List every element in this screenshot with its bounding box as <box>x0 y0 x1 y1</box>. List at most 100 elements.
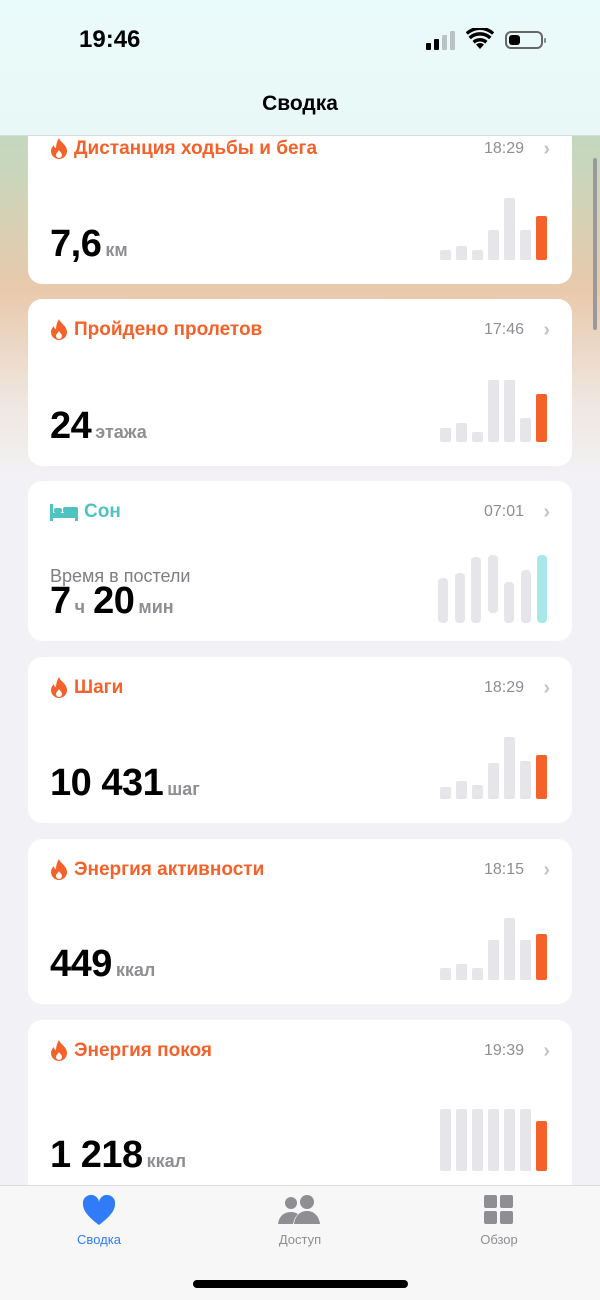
flame-icon <box>51 319 67 340</box>
mini-bar <box>456 245 467 260</box>
card-title: Дистанция ходьбы и бега <box>50 138 317 160</box>
mini-bar <box>536 1120 547 1171</box>
mini-bar-chart <box>440 1107 550 1171</box>
mini-bar <box>488 380 499 442</box>
mini-bar <box>456 781 467 799</box>
tab-label: Доступ <box>278 1232 322 1247</box>
summary-card[interactable]: Дистанция ходьбы и бега 18:29 › 7,6 км <box>28 118 572 284</box>
card-title: Сон <box>50 501 121 523</box>
flame-icon <box>51 859 67 880</box>
scrollbar[interactable] <box>593 158 597 330</box>
card-value: 7 ч 20 мин <box>50 580 174 622</box>
card-time: 07:01 <box>483 503 524 520</box>
mini-bar-chart <box>440 916 550 980</box>
mini-bar-chart <box>440 196 550 260</box>
chevron-right-icon[interactable]: › <box>543 138 550 160</box>
card-time: 17:46 <box>483 321 524 338</box>
mini-bar-chart <box>438 555 548 623</box>
mini-bar <box>456 963 467 980</box>
mini-bar <box>440 787 451 799</box>
mini-bar <box>472 1109 483 1171</box>
mini-bar <box>454 572 465 623</box>
mini-bar <box>504 582 514 623</box>
mini-bar <box>536 754 547 799</box>
chevron-right-icon[interactable]: › <box>543 319 550 341</box>
chevron-right-icon[interactable]: › <box>543 1040 550 1062</box>
mini-bar <box>438 578 448 623</box>
mini-bar <box>487 555 498 614</box>
mini-bar <box>472 968 483 980</box>
flame-icon <box>51 1040 67 1061</box>
grid-icon <box>484 1195 513 1224</box>
mini-bar-chart <box>440 378 550 442</box>
mini-bar <box>536 215 547 260</box>
summary-card[interactable]: Энергия активности 18:15 › 449 ккал <box>28 839 572 1004</box>
card-value: 7,6 км <box>50 223 128 265</box>
mini-bar <box>520 1109 531 1171</box>
tab-label: Обзор <box>480 1232 518 1247</box>
mini-bar <box>520 417 531 442</box>
card-time: 18:29 <box>483 679 524 696</box>
card-title: Шаги <box>50 677 123 699</box>
mini-bar <box>537 555 547 623</box>
mini-bar <box>488 230 499 260</box>
mini-bar <box>520 570 531 623</box>
mini-bar <box>520 939 531 980</box>
card-time: 18:15 <box>483 861 524 878</box>
mini-bar-chart <box>440 735 550 799</box>
summary-card[interactable]: Пройдено пролетов 17:46 › 24 этажа <box>28 299 572 466</box>
status-time: 19:46 <box>79 26 141 53</box>
home-indicator <box>193 1280 408 1288</box>
mini-bar <box>504 198 515 260</box>
mini-bar <box>536 394 547 442</box>
card-value: 449 ккал <box>50 943 156 985</box>
card-title: Энергия активности <box>50 859 264 881</box>
mini-bar <box>536 934 547 980</box>
card-value: 24 этажа <box>50 405 147 447</box>
card-title: Пройдено пролетов <box>50 319 262 341</box>
mini-bar <box>488 1109 499 1171</box>
chevron-right-icon[interactable]: › <box>543 859 550 881</box>
summary-card[interactable]: Шаги 18:29 › 10 431 шаг <box>28 657 572 823</box>
mini-bar <box>504 918 515 980</box>
card-value: 1 218 ккал <box>50 1134 187 1176</box>
mini-bar <box>472 432 483 442</box>
summary-card[interactable]: Сон 07:01 › Время в постели 7 ч 20 мин <box>28 481 572 641</box>
tab-summary[interactable]: Сводка <box>39 1194 159 1247</box>
battery-icon <box>505 31 546 49</box>
tab-label: Сводка <box>77 1232 121 1247</box>
mini-bar <box>504 380 515 442</box>
mini-bar <box>456 1109 467 1171</box>
tab-browse[interactable]: Обзор <box>439 1194 559 1247</box>
mini-bar <box>440 968 451 980</box>
top-bar: 19:46 Сводка <box>0 0 600 136</box>
card-time: 19:39 <box>483 1042 524 1059</box>
mini-bar <box>504 1109 515 1171</box>
mini-bar <box>440 250 451 260</box>
tab-sharing[interactable]: Доступ <box>240 1194 360 1247</box>
flame-icon <box>51 138 67 159</box>
mini-bar <box>520 230 531 260</box>
heart-icon <box>82 1194 116 1225</box>
signal-icon <box>426 30 455 50</box>
wifi-icon <box>466 28 494 49</box>
mini-bar <box>440 1109 451 1171</box>
mini-bar <box>472 784 483 799</box>
card-subtitle: Время в постели <box>50 566 191 586</box>
mini-bar <box>488 939 499 980</box>
card-time: 18:29 <box>483 140 524 157</box>
mini-bar <box>440 427 451 442</box>
summary-card[interactable]: Энергия покоя 19:39 › 1 218 ккал <box>28 1020 572 1195</box>
mini-bar <box>520 761 531 799</box>
bed-icon <box>50 504 78 521</box>
page-title: Сводка <box>262 92 338 115</box>
mini-bar <box>471 557 481 623</box>
chevron-right-icon[interactable]: › <box>543 677 550 699</box>
chevron-right-icon[interactable]: › <box>543 501 550 523</box>
mini-bar <box>456 423 467 442</box>
mini-bar <box>472 250 483 260</box>
mini-bar <box>488 763 499 799</box>
flame-icon <box>51 677 67 698</box>
mini-bar <box>504 737 515 799</box>
card-title: Энергия покоя <box>50 1040 212 1062</box>
